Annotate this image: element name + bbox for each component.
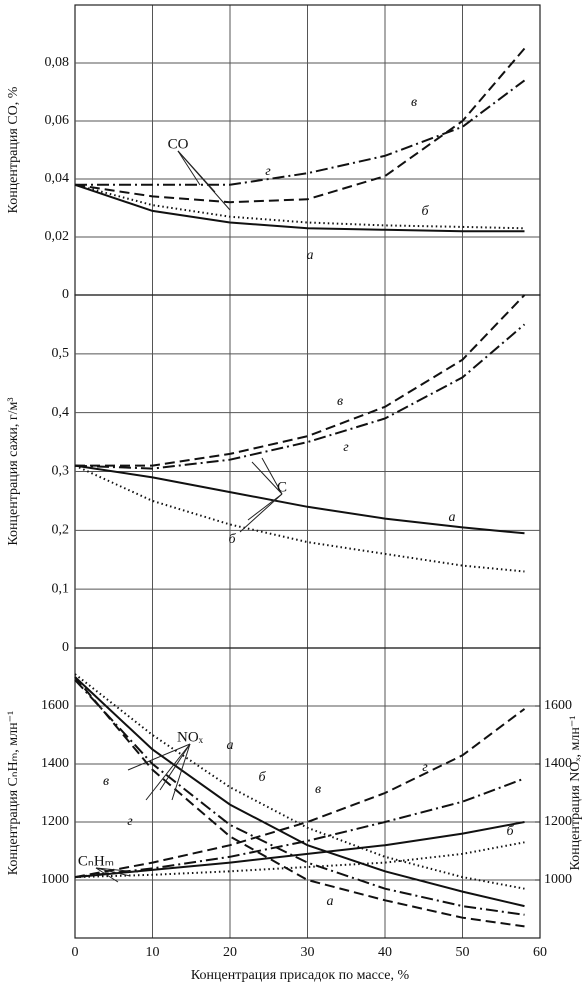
series-line xyxy=(74,464,525,573)
y-tick-label: 0 xyxy=(62,287,69,302)
series-line xyxy=(74,673,525,890)
x-tick-label: 20 xyxy=(223,945,237,960)
x-tick-label: 50 xyxy=(456,945,470,960)
annotation: CO xyxy=(168,136,189,152)
series-label: б xyxy=(228,532,236,547)
leader-line xyxy=(159,743,191,791)
series-line xyxy=(74,464,525,535)
y2-tick-label: 1600 xyxy=(544,698,572,713)
series-label: г xyxy=(265,164,271,179)
series-line xyxy=(74,183,525,233)
annotation: CₙHₘ xyxy=(78,853,114,869)
y-tick-label: 0,1 xyxy=(52,581,70,596)
y-tick-label: 1000 xyxy=(41,872,69,887)
y-tick-label: 0,2 xyxy=(52,523,70,538)
series-line xyxy=(75,79,526,186)
series-label: а xyxy=(307,248,314,263)
y-tick-label: 1200 xyxy=(41,814,69,829)
series-line xyxy=(74,323,526,470)
leader-line xyxy=(127,743,191,771)
series-label: б xyxy=(258,770,266,785)
y2-tick-label: 1000 xyxy=(544,872,572,887)
leader-line xyxy=(171,743,191,801)
x-tick-label: 10 xyxy=(146,945,160,960)
y-tick-label: 1600 xyxy=(41,698,69,713)
leader-line xyxy=(95,867,131,877)
leader-line xyxy=(177,150,201,186)
leader-line xyxy=(145,743,191,801)
y-tick-label: 0,08 xyxy=(45,55,70,70)
series-line xyxy=(74,676,525,928)
annotation: C xyxy=(277,479,287,495)
x-tick-label: 0 xyxy=(72,945,79,960)
series-label: б xyxy=(421,204,429,219)
y-tick-label: 0,3 xyxy=(52,464,70,479)
y-tick-label: 0 xyxy=(62,640,69,655)
y-tick-label: 1400 xyxy=(41,756,69,771)
y2-axis-label: Концентрация NOₓ, млн⁻¹ xyxy=(568,716,583,871)
series-line xyxy=(74,47,526,204)
series-label: в xyxy=(411,95,417,110)
series-line xyxy=(74,841,525,879)
series-label: а xyxy=(327,894,334,909)
series-line xyxy=(74,821,525,879)
leader-line xyxy=(239,493,283,533)
series-label: г xyxy=(127,814,133,829)
y-axis-label: Концентрация CₙHₘ, млн⁻¹ xyxy=(6,711,21,875)
y-axis-label: Концентрация CO, % xyxy=(6,86,21,213)
y-tick-label: 0,5 xyxy=(52,346,70,361)
x-tick-label: 30 xyxy=(301,945,315,960)
x-tick-label: 60 xyxy=(533,945,547,960)
leader-line xyxy=(247,493,283,521)
leader-line xyxy=(177,150,231,211)
series-line xyxy=(74,708,526,879)
x-axis-label: Концентрация присадок по массе, % xyxy=(191,968,410,983)
leader-line xyxy=(95,867,119,883)
panel-frame xyxy=(74,647,541,939)
y-tick-label: 0,04 xyxy=(45,171,70,186)
x-tick-label: 40 xyxy=(378,945,392,960)
series-label: г xyxy=(343,440,349,455)
series-label: а xyxy=(449,510,456,525)
series-label: в xyxy=(315,782,321,797)
series-label: г xyxy=(422,760,428,775)
leader-line xyxy=(251,461,283,495)
series-line xyxy=(74,777,525,879)
series-line xyxy=(74,679,525,916)
series-label: б xyxy=(506,824,514,839)
leader-line xyxy=(95,867,139,873)
y-tick-label: 0,4 xyxy=(52,405,70,420)
series-label: в xyxy=(337,394,343,409)
y-tick-label: 0,06 xyxy=(45,113,70,128)
series-label: а xyxy=(227,738,234,753)
y2-tick-label: 1400 xyxy=(544,756,572,771)
y2-tick-label: 1200 xyxy=(544,814,572,829)
series-line xyxy=(74,676,525,908)
y-axis-label: Концентрация сажи, г/м³ xyxy=(6,397,21,545)
annotation: NOₓ xyxy=(177,729,204,745)
leader-line xyxy=(261,457,283,495)
series-line xyxy=(75,294,526,467)
series-label: в xyxy=(103,774,109,789)
y-tick-label: 0,02 xyxy=(45,229,70,244)
